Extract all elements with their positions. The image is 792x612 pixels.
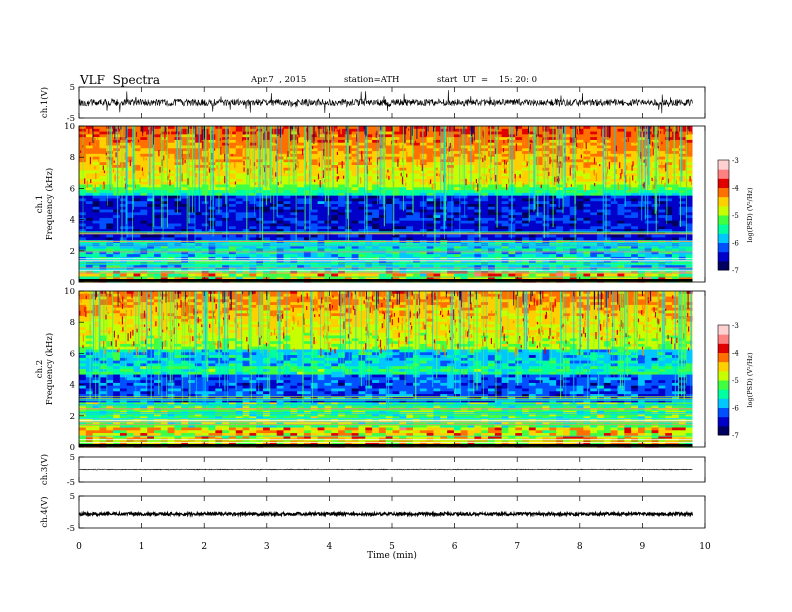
- x-tick-label-7: 7: [514, 542, 520, 552]
- x-tick-label-2: 2: [201, 542, 207, 552]
- ch2-spectrogram-ylabel-0: ch.2: [35, 360, 45, 378]
- colorbar-2-tick-0: -3: [732, 322, 739, 330]
- x-tick-label-10: 10: [699, 542, 711, 552]
- x-tick-label-9: 9: [640, 542, 646, 552]
- ch3-waveform-ytick-label-0: 5: [70, 453, 75, 463]
- ch2-spectrogram-ytick-label-1: 8: [70, 318, 75, 328]
- colorbar-2-tick-1: -4: [732, 350, 739, 358]
- colorbar-2-tick-4: -7: [732, 432, 739, 440]
- x-tick-label-5: 5: [389, 542, 395, 552]
- ch1-spectrogram-ytick-label-0: 10: [64, 122, 75, 132]
- colorbar-2: [717, 324, 730, 436]
- ch1-spectrogram-ytick-label-4: 2: [70, 247, 75, 257]
- colorbar-2-tick-2: -5: [732, 377, 739, 385]
- ch2-spectrogram-ytick-label-4: 2: [70, 412, 75, 422]
- ch4-waveform-ytick-label-1: -5: [67, 524, 75, 534]
- x-tick-label-0: 0: [76, 542, 82, 552]
- ch1-spectrogram-ytick-label-5: 0: [70, 278, 75, 288]
- station-label: station=ATH: [344, 75, 400, 85]
- colorbar-1-label: log(PSD) (V²/Hz): [746, 187, 754, 242]
- ch2-spectrogram-ytick-label-0: 10: [64, 287, 75, 297]
- date-label: Apr.7 , 2015: [251, 75, 307, 85]
- ch2-spectrogram-ylabel-1: Frequency (kHz): [44, 333, 55, 405]
- colorbar-1: [717, 159, 730, 271]
- ch2-spectrogram-heatmap: [79, 291, 705, 448]
- colorbar-1-tick-1: -4: [732, 185, 739, 193]
- x-tick-label-6: 6: [452, 542, 458, 552]
- ch3-waveform-trace: [78, 468, 693, 471]
- x-tick-label-4: 4: [327, 542, 333, 552]
- ch1-spectrogram-ylabel-1: Frequency (kHz): [44, 168, 55, 240]
- ch1-spectrogram-ytick-label-3: 4: [70, 216, 75, 226]
- colorbar-1-tick-4: -7: [732, 267, 739, 275]
- ch4-waveform-ylabel: ch.4(V): [39, 496, 50, 527]
- ch2-spectrogram-ytick-label-3: 4: [70, 381, 75, 391]
- ch2-spectrogram-ytick-label-5: 0: [70, 443, 75, 453]
- x-tick-label-8: 8: [577, 542, 583, 552]
- x-tick-label-1: 1: [139, 542, 145, 552]
- ch1-spectrogram-ytick-label-1: 8: [70, 153, 75, 163]
- ch1-spectrogram-ytick-label-2: 6: [70, 184, 75, 194]
- ch4-waveform-ytick-label-0: 5: [70, 492, 75, 502]
- ch1-waveform-ylabel: ch.1(V): [39, 87, 50, 118]
- colorbar-2-label: log(PSD) (V²/Hz): [746, 352, 754, 407]
- colorbar-1-tick-0: -3: [732, 157, 739, 165]
- ch2-spectrogram-ytick-label-2: 6: [70, 349, 75, 359]
- x-axis-label: Time (min): [367, 550, 417, 561]
- start-time-label: start UT = 15: 20: 0: [437, 75, 538, 85]
- chart-title: VLF Spectra: [80, 73, 161, 87]
- colorbar-1-tick-2: -5: [732, 212, 739, 220]
- ch1-waveform-ytick-label-1: -5: [67, 114, 75, 124]
- x-tick-label-3: 3: [264, 542, 270, 552]
- ch4-waveform-trace: [78, 510, 694, 518]
- ch1-waveform-trace: [78, 90, 693, 114]
- ch1-spectrogram-heatmap: [79, 126, 705, 283]
- colorbar-1-tick-3: -6: [732, 240, 739, 248]
- ch1-waveform-ytick-label-0: 5: [70, 83, 75, 93]
- ch3-waveform-ylabel: ch.3(V): [39, 454, 50, 485]
- colorbar-2-tick-3: -6: [732, 405, 739, 413]
- ch1-spectrogram-ylabel-0: ch.1: [35, 195, 45, 213]
- ch3-waveform-ytick-label-1: -5: [67, 478, 75, 488]
